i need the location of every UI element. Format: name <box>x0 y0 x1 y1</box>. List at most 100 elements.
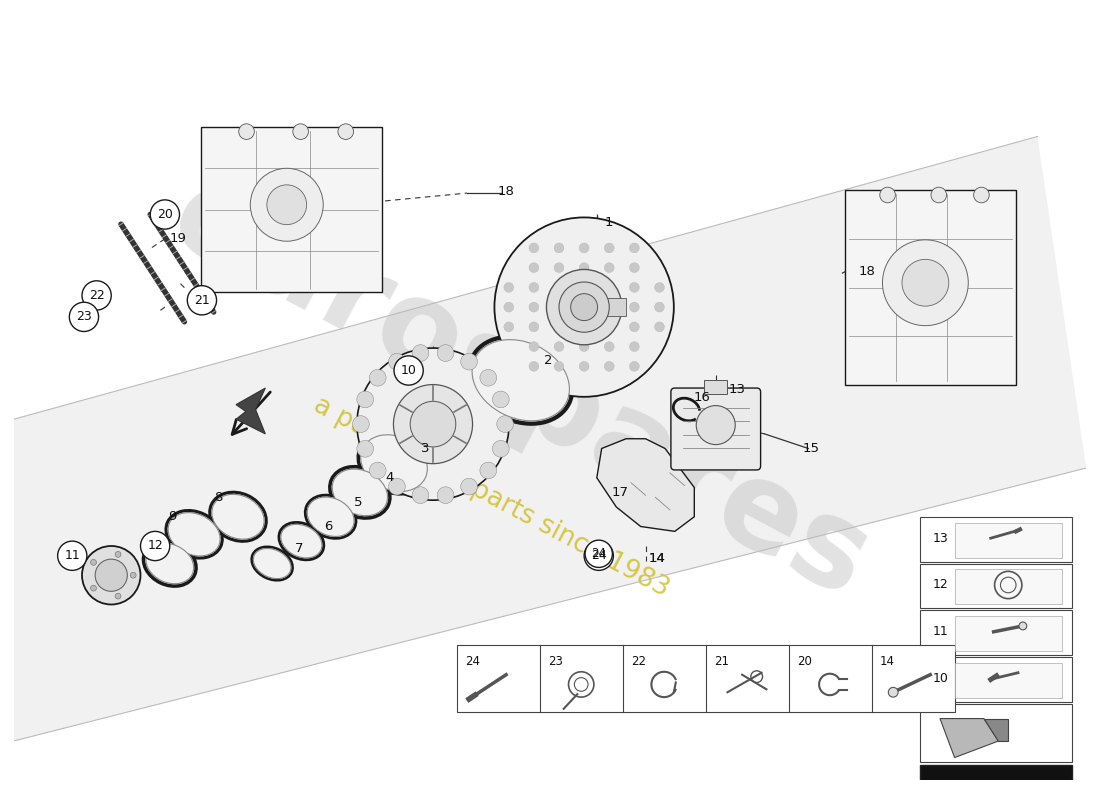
Text: 19: 19 <box>169 232 186 246</box>
Ellipse shape <box>472 340 570 421</box>
Circle shape <box>90 586 97 591</box>
Circle shape <box>580 302 590 312</box>
Ellipse shape <box>332 469 387 516</box>
Polygon shape <box>14 137 1086 741</box>
Text: 13: 13 <box>932 532 948 545</box>
Circle shape <box>116 593 121 599</box>
Text: 10: 10 <box>400 364 417 377</box>
FancyBboxPatch shape <box>671 388 760 470</box>
Circle shape <box>554 362 564 371</box>
Circle shape <box>239 124 254 139</box>
Ellipse shape <box>168 513 220 556</box>
Text: 2: 2 <box>543 354 552 367</box>
Text: 23: 23 <box>548 655 563 668</box>
Circle shape <box>554 342 564 351</box>
Circle shape <box>580 362 590 371</box>
Text: 3: 3 <box>421 442 429 455</box>
Bar <box>921 657 1071 702</box>
Circle shape <box>882 240 968 326</box>
Bar <box>921 610 1071 655</box>
Bar <box>955 522 1062 558</box>
Circle shape <box>974 187 989 202</box>
Circle shape <box>437 487 454 503</box>
Circle shape <box>437 345 454 362</box>
Circle shape <box>338 124 353 139</box>
Circle shape <box>480 370 496 386</box>
Polygon shape <box>597 438 694 531</box>
Circle shape <box>412 487 429 503</box>
Circle shape <box>529 342 539 351</box>
Text: 321 06: 321 06 <box>954 782 1038 800</box>
Circle shape <box>654 282 664 292</box>
Text: 23: 23 <box>76 310 91 323</box>
Circle shape <box>504 302 514 312</box>
Circle shape <box>654 322 664 332</box>
Text: 22: 22 <box>89 289 104 302</box>
Circle shape <box>629 322 639 332</box>
Circle shape <box>370 370 386 386</box>
Ellipse shape <box>361 434 428 491</box>
Ellipse shape <box>146 543 194 584</box>
Text: 14: 14 <box>649 552 666 565</box>
Text: 14: 14 <box>880 655 894 668</box>
Circle shape <box>529 322 539 332</box>
Text: 22: 22 <box>631 655 646 668</box>
Circle shape <box>529 282 539 292</box>
Bar <box>921 704 1071 762</box>
Text: 20: 20 <box>157 208 173 221</box>
Text: 11: 11 <box>65 550 80 562</box>
Circle shape <box>356 391 374 408</box>
Circle shape <box>130 572 136 578</box>
Circle shape <box>902 259 949 306</box>
Ellipse shape <box>279 522 323 560</box>
Ellipse shape <box>330 466 390 518</box>
Circle shape <box>547 270 622 345</box>
Circle shape <box>356 441 374 457</box>
Circle shape <box>529 243 539 253</box>
Bar <box>955 616 1062 651</box>
Circle shape <box>580 262 590 273</box>
Circle shape <box>889 687 898 697</box>
Circle shape <box>580 342 590 351</box>
Circle shape <box>461 354 477 370</box>
Circle shape <box>580 243 590 253</box>
Circle shape <box>529 262 539 273</box>
Circle shape <box>57 541 87 570</box>
Polygon shape <box>983 718 1009 741</box>
Circle shape <box>412 345 429 362</box>
Circle shape <box>504 282 514 292</box>
Circle shape <box>251 168 323 242</box>
Circle shape <box>504 322 514 332</box>
Circle shape <box>629 243 639 253</box>
Circle shape <box>604 342 614 351</box>
Circle shape <box>585 540 613 567</box>
Bar <box>955 663 1062 698</box>
Text: 21: 21 <box>194 294 210 306</box>
Circle shape <box>604 243 614 253</box>
Text: 12: 12 <box>147 539 163 553</box>
Circle shape <box>394 385 473 464</box>
Circle shape <box>388 354 405 370</box>
Polygon shape <box>236 388 265 434</box>
Circle shape <box>151 200 179 229</box>
Text: 21: 21 <box>714 655 729 668</box>
Text: 10: 10 <box>932 672 948 685</box>
Circle shape <box>554 322 564 332</box>
Ellipse shape <box>470 337 572 424</box>
Bar <box>955 570 1062 605</box>
Text: 9: 9 <box>168 510 177 523</box>
Text: 24: 24 <box>591 547 606 560</box>
Text: eurospares: eurospares <box>152 157 890 623</box>
Text: 6: 6 <box>324 520 333 533</box>
Circle shape <box>654 302 664 312</box>
Circle shape <box>580 322 590 332</box>
Circle shape <box>629 282 639 292</box>
Circle shape <box>90 559 97 566</box>
Circle shape <box>554 243 564 253</box>
Circle shape <box>931 187 947 202</box>
Circle shape <box>604 322 614 332</box>
Circle shape <box>116 551 121 558</box>
Text: 15: 15 <box>803 442 820 455</box>
Circle shape <box>580 282 590 292</box>
Text: 18: 18 <box>858 265 876 278</box>
